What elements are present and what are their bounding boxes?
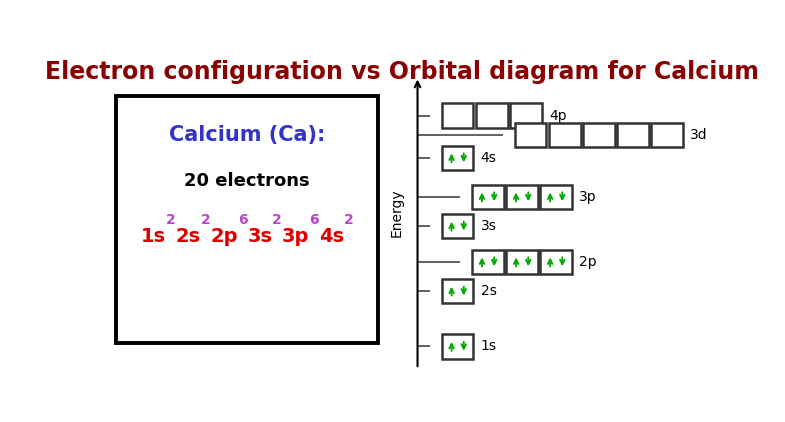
Bar xyxy=(442,214,473,238)
Bar xyxy=(442,334,473,359)
Text: 3s: 3s xyxy=(480,219,497,233)
Bar xyxy=(510,103,542,128)
Text: Energy: Energy xyxy=(389,189,403,238)
Text: 2p: 2p xyxy=(210,227,238,246)
Text: 1s: 1s xyxy=(141,227,166,246)
Text: 2s: 2s xyxy=(175,227,200,246)
Text: 3p: 3p xyxy=(579,190,597,204)
Bar xyxy=(515,123,546,147)
Text: Electron configuration vs Orbital diagram for Calcium: Electron configuration vs Orbital diagra… xyxy=(46,60,759,84)
Text: 2s: 2s xyxy=(480,284,497,298)
Bar xyxy=(651,123,683,147)
Text: 1s: 1s xyxy=(480,339,497,353)
Text: 2: 2 xyxy=(344,213,354,227)
Text: 20 electrons: 20 electrons xyxy=(184,172,310,189)
Text: 4p: 4p xyxy=(549,108,567,123)
Text: 2: 2 xyxy=(166,213,175,227)
Text: 2p: 2p xyxy=(579,255,597,269)
Text: 2: 2 xyxy=(272,213,282,227)
Text: 3d: 3d xyxy=(690,128,708,142)
Text: Calcium (Ca):: Calcium (Ca): xyxy=(169,125,325,145)
Bar xyxy=(442,146,473,170)
Text: 3p: 3p xyxy=(282,227,309,246)
Text: 6: 6 xyxy=(309,213,319,227)
Bar xyxy=(617,123,648,147)
Bar xyxy=(540,250,572,274)
Bar xyxy=(442,279,473,303)
Bar xyxy=(442,103,473,128)
Bar xyxy=(476,103,508,128)
Text: 3s: 3s xyxy=(247,227,272,246)
Bar xyxy=(473,250,504,274)
Text: 2: 2 xyxy=(200,213,210,227)
Bar xyxy=(549,123,581,147)
Text: 4s: 4s xyxy=(480,151,497,165)
Bar xyxy=(506,185,538,209)
Bar xyxy=(473,185,504,209)
Bar xyxy=(506,250,538,274)
Bar xyxy=(583,123,615,147)
Bar xyxy=(540,185,572,209)
Text: 4s: 4s xyxy=(319,227,344,246)
Bar xyxy=(116,96,378,343)
Text: 6: 6 xyxy=(238,213,247,227)
